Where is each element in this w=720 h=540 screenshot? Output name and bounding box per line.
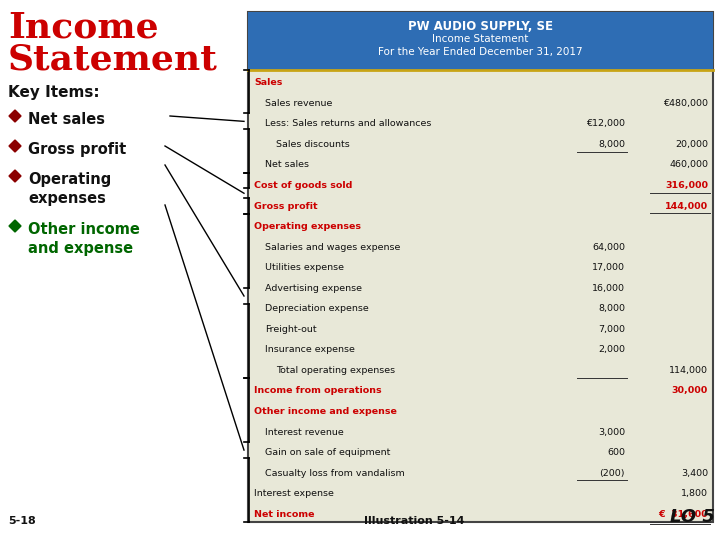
Text: €12,000: €12,000	[586, 119, 625, 129]
Polygon shape	[9, 170, 21, 182]
Text: €480,000: €480,000	[663, 99, 708, 108]
Text: Statement: Statement	[8, 43, 218, 77]
Text: Net income: Net income	[254, 510, 315, 519]
Text: Sales: Sales	[254, 78, 282, 87]
Text: Operating
expenses: Operating expenses	[28, 172, 112, 206]
Text: Interest revenue: Interest revenue	[265, 428, 343, 436]
Text: Illustration 5-14: Illustration 5-14	[364, 516, 464, 526]
Text: 17,000: 17,000	[592, 263, 625, 272]
Text: Cost of goods sold: Cost of goods sold	[254, 181, 352, 190]
Text: 64,000: 64,000	[592, 242, 625, 252]
Text: Gross profit: Gross profit	[254, 201, 318, 211]
Text: Freight-out: Freight-out	[265, 325, 317, 334]
Polygon shape	[9, 110, 21, 122]
Text: PW AUDIO SUPPLY, SE: PW AUDIO SUPPLY, SE	[408, 20, 553, 33]
Text: Salaries and wages expense: Salaries and wages expense	[265, 242, 400, 252]
Text: Less: Sales returns and allowances: Less: Sales returns and allowances	[265, 119, 431, 129]
Text: 460,000: 460,000	[669, 160, 708, 170]
Text: Casualty loss from vandalism: Casualty loss from vandalism	[265, 469, 405, 477]
Text: Insurance expense: Insurance expense	[265, 345, 355, 354]
Text: Other income and expense: Other income and expense	[254, 407, 397, 416]
Text: Operating expenses: Operating expenses	[254, 222, 361, 231]
Text: Income Statement: Income Statement	[432, 34, 528, 44]
Text: 16,000: 16,000	[592, 284, 625, 293]
Text: 3,000: 3,000	[598, 428, 625, 436]
Text: Sales discounts: Sales discounts	[276, 140, 350, 149]
Text: For the Year Ended December 31, 2017: For the Year Ended December 31, 2017	[378, 47, 582, 57]
Text: Net sales: Net sales	[265, 160, 309, 170]
Text: 30,000: 30,000	[672, 387, 708, 395]
Text: Interest expense: Interest expense	[254, 489, 334, 498]
Text: 5-18: 5-18	[8, 516, 36, 526]
Text: Net sales: Net sales	[28, 112, 105, 127]
Text: Income from operations: Income from operations	[254, 387, 382, 395]
Text: Gain on sale of equipment: Gain on sale of equipment	[265, 448, 390, 457]
Text: 3,400: 3,400	[681, 469, 708, 477]
Text: €  31,600: € 31,600	[658, 510, 708, 519]
Text: 316,000: 316,000	[665, 181, 708, 190]
Text: 8,000: 8,000	[598, 140, 625, 149]
Text: Depreciation expense: Depreciation expense	[265, 304, 369, 313]
Text: Other income
and expense: Other income and expense	[28, 222, 140, 255]
Text: Total operating expenses: Total operating expenses	[276, 366, 395, 375]
Text: Utilities expense: Utilities expense	[265, 263, 344, 272]
Text: Income: Income	[8, 10, 158, 44]
Text: Advertising expense: Advertising expense	[265, 284, 362, 293]
Text: 144,000: 144,000	[665, 201, 708, 211]
Bar	[248, 12, 713, 522]
Text: 20,000: 20,000	[675, 140, 708, 149]
Text: 114,000: 114,000	[669, 366, 708, 375]
Polygon shape	[9, 140, 21, 152]
Text: Key Items:: Key Items:	[8, 85, 99, 100]
Text: 2,000: 2,000	[598, 345, 625, 354]
Text: Sales revenue: Sales revenue	[265, 99, 333, 108]
Text: 600: 600	[607, 448, 625, 457]
Polygon shape	[9, 220, 21, 232]
Text: 8,000: 8,000	[598, 304, 625, 313]
Text: 7,000: 7,000	[598, 325, 625, 334]
Bar	[248, 12, 713, 70]
Text: (200): (200)	[600, 469, 625, 477]
Text: Gross profit: Gross profit	[28, 142, 126, 157]
Text: 1,800: 1,800	[681, 489, 708, 498]
Text: LO 5: LO 5	[670, 508, 715, 526]
